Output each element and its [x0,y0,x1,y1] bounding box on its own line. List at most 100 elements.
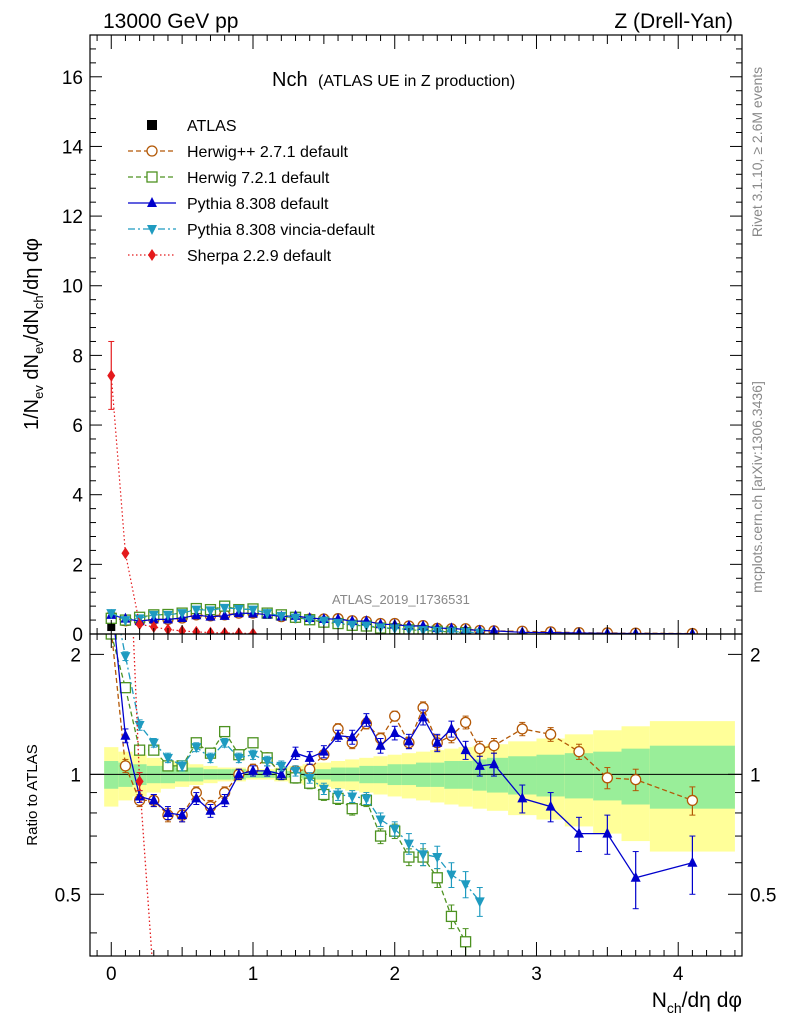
main-ytick-label: 0 [72,625,83,646]
ratio-point [150,977,158,989]
main-point [361,621,372,632]
main-series-line [110,375,254,634]
side-text-bottom: mcplots.cern.ch [arXiv:1306.3436] [749,381,765,593]
ratio-ylabel: Ratio to ATLAS [24,744,41,845]
stat-uncertainty-band [104,761,119,789]
ratio-series-4 [107,143,158,989]
plot-title-main: Nch [272,69,308,91]
ratio-point [418,711,429,722]
legend-marker [147,197,157,207]
ratio-point [191,792,202,803]
ratio-point [120,652,131,663]
ratio-series-layer [105,143,699,989]
main-point [205,606,216,617]
ratio-point [107,143,115,155]
ratio-point [290,747,301,758]
ratio-series-line [111,634,693,816]
legend-label: Sherpa 2.2.9 default [187,248,332,265]
stat-uncertainty-band [458,761,473,789]
ratio-point [403,839,414,850]
ratio-point [148,794,159,805]
legend-label: Pythia 8.308 vincia-default [187,222,375,239]
ratio-series-3 [106,580,485,917]
legend-entry-0: ATLAS [147,118,237,135]
ratio-point [474,897,485,908]
ratio-point [119,682,132,694]
main-ytick-label: 14 [62,137,84,158]
ratio-frame [89,633,743,957]
ratio-point [374,830,387,842]
ratio-xtick-label: 2 [389,964,400,985]
main-point [276,611,287,622]
legend: ATLAS Herwig++ 2.7.1 default Herwig 7.2.1 … [128,118,375,265]
ratio-point [191,743,202,754]
ratio-point [134,790,145,801]
legend-entry-5: Sherpa 2.2.9 default [128,248,332,265]
ratio-ytick-label-right: 0.5 [750,885,776,906]
legend-label: ATLAS [187,118,237,135]
main-ytick-label: 12 [62,207,83,228]
ratio-point [474,742,486,755]
ratio-ytick-label-right: 2 [750,645,761,666]
plot-title-sub: (ATLAS UE in Z production) [318,73,515,90]
ratio-point [361,794,372,805]
ratio-xlabel: Nch/dη dφ [652,989,742,1016]
ratio-point [630,773,642,786]
main-point [304,615,315,626]
ratio-point [205,804,216,815]
main-point [191,605,202,616]
ratio-point [148,738,159,749]
ratio-point [333,790,344,801]
ratio-point [545,728,557,740]
ratio-point [389,824,400,835]
ratio-ytick-label: 2 [70,645,81,666]
ratio-point [318,745,329,756]
ratio-point [106,580,116,590]
legend-marker [146,171,158,183]
main-point [148,610,159,621]
ratio-point [205,753,216,764]
ratio-point [219,794,230,805]
ratio-point [106,590,116,600]
ratio-point [233,768,244,779]
ratio-point [233,753,244,764]
ratio-ytick-label: 0.5 [55,885,81,906]
ratio-ytick-label: 1 [70,765,81,786]
main-ytick-label: 6 [72,416,83,437]
ratio-point [445,910,458,923]
main-point [262,609,273,620]
ratio-series-line [114,634,693,879]
ratio-point [602,827,613,838]
main-point [162,610,173,621]
ratio-point [432,736,443,747]
ratio-point [630,871,641,882]
legend-label: Pythia 8.308 default [187,196,329,213]
ratio-point [574,827,584,838]
ratio-point [135,775,144,788]
ratio-point [162,753,173,764]
ratio-point [517,792,528,803]
ratio-point [545,800,556,811]
main-point [347,620,358,631]
ratio-point [262,757,273,768]
main-ytick-label: 4 [72,486,83,507]
ratio-point [686,794,699,807]
ratio-point [177,809,188,820]
ratio-xtick-label: 1 [248,964,259,985]
legend-entry-4: Pythia 8.308 vincia-default [128,222,375,239]
main-point [135,618,144,631]
ratio-point [121,442,129,454]
stat-uncertainty-band [486,757,509,793]
ratio-point [262,764,273,775]
main-point [120,616,131,627]
main-point [233,604,244,615]
ratio-point [219,725,231,738]
ratio-point [346,803,358,815]
main-ytick-label: 2 [72,555,83,576]
ratio-point [573,746,585,758]
legend-marker [146,145,158,157]
ratio-point [133,744,146,756]
ratio-xtick-label: 4 [673,964,684,985]
main-point [106,609,117,620]
